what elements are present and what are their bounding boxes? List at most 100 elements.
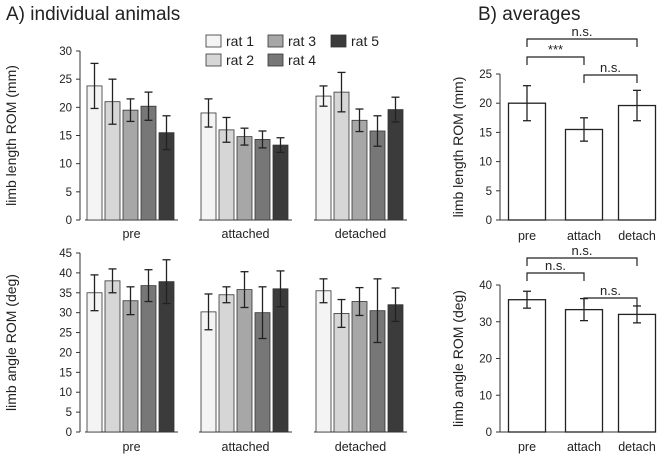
average-bar-detach xyxy=(617,104,657,221)
y-tick-label: 40 xyxy=(479,280,492,292)
y-tick-label: 20 xyxy=(59,102,72,114)
y-tick-label: 10 xyxy=(59,159,72,171)
x-tick-label: detach xyxy=(618,440,656,454)
significance-label: n.s. xyxy=(545,258,566,273)
average-bar-pre xyxy=(507,299,547,433)
x-tick-label: detached xyxy=(335,227,386,241)
significance-label: *** xyxy=(548,42,563,57)
legend-label: rat 1 xyxy=(226,33,254,49)
bar-rat-4-pre xyxy=(140,285,157,433)
x-tick-label: attach xyxy=(567,440,601,454)
bar-rat-1-detached xyxy=(315,290,332,433)
chart-average-angle: 0 10 20 30 40 limb angle ROM (deg) pre attach de… xyxy=(450,243,657,454)
y-axis-label: limb length ROM (mm) xyxy=(450,77,466,218)
y-tick-label: 0 xyxy=(486,427,492,439)
y-tick-label: 25 xyxy=(59,328,72,340)
panel-b-title: B) averages xyxy=(478,4,580,25)
x-tick-label: attached xyxy=(222,227,270,241)
x-tick-label: attached xyxy=(222,440,270,454)
y-tick-label: 5 xyxy=(66,187,72,199)
bar-rat-1-detached xyxy=(315,95,332,221)
x-tick-label: attach xyxy=(567,229,601,243)
chart-average-length: 0 5 10 15 20 25 limb length ROM (mm) pre attach d… xyxy=(450,24,657,243)
legend-swatch-rat-4 xyxy=(267,53,284,67)
y-axis-label: limb length ROM (mm) xyxy=(3,65,19,206)
y-tick-label: 25 xyxy=(59,74,72,86)
average-bar-pre xyxy=(507,102,547,221)
x-tick-label: pre xyxy=(122,227,140,241)
y-tick-label: 5 xyxy=(66,407,72,419)
y-tick-label: 45 xyxy=(59,248,72,260)
x-tick-label: pre xyxy=(518,229,536,243)
bar-rat-5-detached xyxy=(387,304,404,433)
y-tick-label: 30 xyxy=(59,46,72,58)
bar-rat-4-pre xyxy=(140,105,157,221)
significance-bracket xyxy=(526,272,585,281)
legend-swatch-rat-5 xyxy=(330,34,347,48)
bar-rat-3-attached xyxy=(236,136,253,221)
chart-individual-length: 0 5 10 15 20 25 30 limb length ROM (mm) pre attac… xyxy=(3,46,407,241)
bar-rat-3-detached xyxy=(351,119,368,221)
chart-individual-angle: 0 5 10 15 20 25 30 35 40 45 limb angle ROM (deg) pr… xyxy=(3,248,407,454)
bar-rat-3-detached xyxy=(351,301,368,433)
y-tick-label: 15 xyxy=(479,127,492,139)
bar-rat-2-pre xyxy=(104,280,121,433)
average-bar-attach xyxy=(564,308,604,433)
significance-label: n.s. xyxy=(572,243,593,258)
legend: rat 1 rat 2 rat 3 rat 4 rat 5 xyxy=(205,33,379,68)
bar-rat-5-pre xyxy=(158,281,175,433)
bar-rat-2-detached xyxy=(333,313,350,433)
legend-label: rat 5 xyxy=(351,33,379,49)
significance-label: n.s. xyxy=(600,283,621,298)
x-tick-label: detach xyxy=(618,229,656,243)
y-tick-label: 30 xyxy=(479,317,492,329)
legend-swatch-rat-1 xyxy=(205,34,222,48)
x-tick-label: pre xyxy=(122,440,140,454)
significance-bracket xyxy=(583,297,638,306)
bar-rat-1-pre xyxy=(86,292,103,433)
bar-rat-3-pre xyxy=(122,109,139,221)
bar-rat-1-attached xyxy=(200,112,217,221)
legend-label: rat 3 xyxy=(288,33,316,49)
y-tick-label: 20 xyxy=(479,354,492,366)
y-tick-label: 20 xyxy=(59,347,72,359)
bar-rat-2-attached xyxy=(218,294,235,433)
significance-bracket xyxy=(526,257,638,266)
legend-swatch-rat-3 xyxy=(267,34,284,48)
y-tick-label: 5 xyxy=(486,186,492,198)
significance-bracket xyxy=(526,38,638,47)
bar-rat-5-attached xyxy=(272,144,289,221)
legend-swatch-rat-2 xyxy=(205,53,222,67)
bar-rat-5-attached xyxy=(272,288,289,433)
y-tick-label: 10 xyxy=(479,157,492,169)
significance-label: n.s. xyxy=(600,60,621,75)
bar-rat-5-detached xyxy=(387,109,404,221)
y-tick-label: 30 xyxy=(59,308,72,320)
y-tick-label: 40 xyxy=(59,268,72,280)
y-tick-label: 0 xyxy=(66,427,72,439)
bar-rat-3-pre xyxy=(122,300,139,433)
significance-bracket xyxy=(583,74,638,83)
y-axis-label: limb angle ROM (deg) xyxy=(3,274,19,411)
y-tick-label: 35 xyxy=(59,288,72,300)
y-tick-label: 10 xyxy=(479,390,492,402)
x-tick-label: detached xyxy=(335,440,386,454)
bar-rat-3-attached xyxy=(236,289,253,433)
legend-label: rat 2 xyxy=(226,52,254,68)
y-tick-label: 20 xyxy=(479,98,492,110)
average-bar-detach xyxy=(617,313,657,433)
y-tick-label: 0 xyxy=(486,215,492,227)
panel-a-title: A) individual animals xyxy=(6,4,180,25)
legend-label: rat 4 xyxy=(288,52,316,68)
y-tick-label: 25 xyxy=(479,69,492,81)
bar-rat-2-attached xyxy=(218,129,235,221)
average-bar-attach xyxy=(564,128,604,221)
y-axis-label: limb angle ROM (deg) xyxy=(450,290,466,427)
bar-rat-4-attached xyxy=(254,139,271,221)
x-tick-label: pre xyxy=(518,440,536,454)
significance-bracket xyxy=(526,56,585,65)
y-tick-label: 0 xyxy=(66,215,72,227)
significance-label: n.s. xyxy=(572,24,593,39)
y-tick-label: 10 xyxy=(59,387,72,399)
